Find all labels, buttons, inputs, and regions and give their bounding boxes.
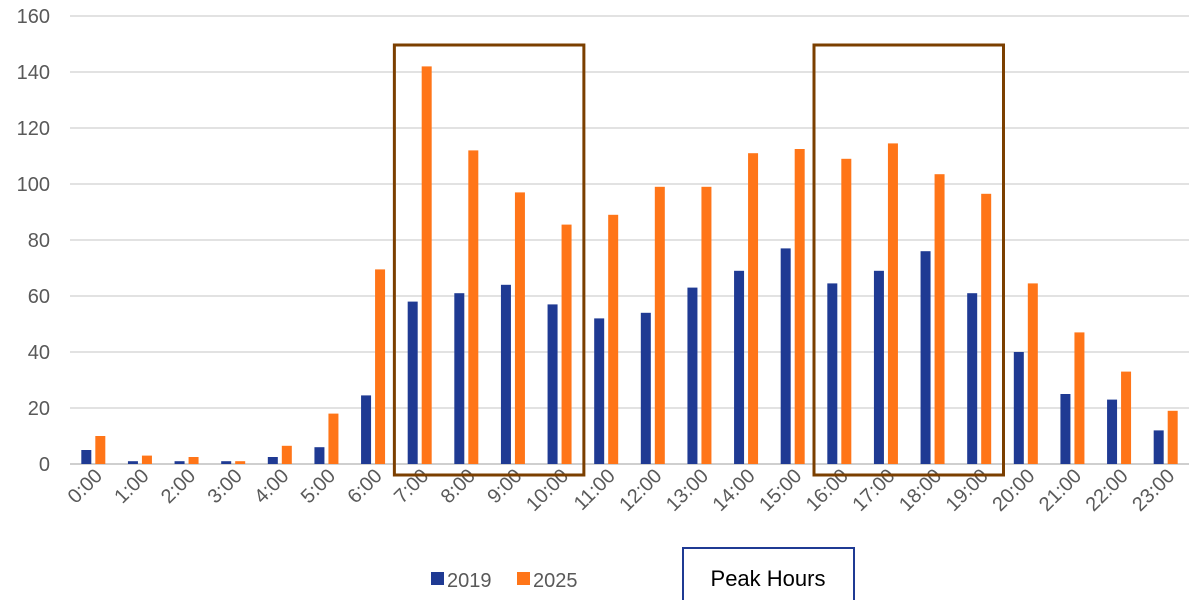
bar-2025-1300 — [701, 186, 712, 465]
bar-2019-1600 — [827, 283, 838, 464]
bar-2019-2200 — [1107, 399, 1118, 464]
bar-2019-1500 — [780, 248, 791, 464]
bar-2025-1200 — [654, 186, 665, 465]
legend-label-2025: 2025 — [533, 570, 578, 592]
bar-2025-300 — [235, 461, 246, 464]
y-tick-label: 140 — [17, 62, 50, 84]
y-tick-label: 160 — [17, 6, 50, 28]
bar-2025-1600 — [841, 158, 852, 465]
y-tick-label: 120 — [17, 118, 50, 140]
x-tick-label: 11:00 — [570, 465, 620, 515]
bar-2019-300 — [221, 461, 232, 464]
bar-2019-1800 — [920, 251, 931, 464]
legend-label-2019: 2019 — [447, 570, 492, 592]
x-tick-label: 20:00 — [988, 465, 1039, 516]
bar-2025-500 — [328, 413, 339, 464]
bar-2025-100 — [141, 455, 152, 464]
bar-2019-2100 — [1060, 394, 1071, 464]
x-tick-label: 13:00 — [662, 465, 713, 516]
x-tick-label: 0:00 — [64, 465, 107, 508]
x-tick-label: 5:00 — [297, 465, 340, 508]
bars — [81, 66, 1178, 465]
legend-swatch-2019 — [431, 572, 444, 585]
bar-2019-1400 — [734, 270, 745, 464]
x-tick-label: 9:00 — [483, 465, 526, 508]
bar-2019-800 — [454, 293, 465, 464]
bar-2025-1700 — [887, 143, 898, 464]
legend-swatch-2025 — [517, 572, 530, 585]
y-axis-tick-labels: 0 20 40 60 80 100 120 140 160 — [17, 6, 50, 476]
y-tick-label: 0 — [39, 454, 50, 476]
bar-2019-000 — [81, 450, 92, 464]
bar-2019-500 — [314, 447, 325, 464]
bar-2019-1300 — [687, 287, 698, 464]
bar-2019-200 — [174, 461, 185, 464]
bar-2019-2000 — [1013, 352, 1024, 464]
x-tick-label: 7:00 — [390, 465, 433, 508]
x-tick-label: 12:00 — [615, 465, 666, 516]
bar-2025-000 — [95, 436, 106, 464]
x-tick-label: 18:00 — [895, 465, 946, 516]
bar-2019-700 — [407, 301, 418, 464]
x-tick-label: 14:00 — [709, 465, 760, 516]
bar-2025-900 — [514, 192, 525, 464]
bar-2019-1200 — [640, 312, 651, 464]
bar-2025-2300 — [1167, 410, 1178, 464]
bar-2019-2300 — [1153, 430, 1164, 464]
bar-2019-900 — [500, 284, 511, 464]
bar-2025-1100 — [608, 214, 619, 464]
x-tick-label: 2:00 — [157, 465, 200, 508]
legend: 2019 2025 — [431, 570, 578, 592]
bar-2019-400 — [267, 457, 278, 464]
x-tick-label: 16:00 — [802, 465, 853, 516]
peak-hour-highlights — [392, 43, 1005, 477]
x-tick-label: 19:00 — [942, 465, 993, 516]
y-tick-label: 80 — [28, 230, 50, 252]
x-axis-tick-labels: 0:00 1:00 2:00 3:00 4:00 5:00 6:00 7:00 8:00 9:00… — [64, 465, 1179, 516]
bar-2019-1900 — [967, 293, 978, 464]
bar-2025-400 — [281, 445, 292, 464]
x-tick-label: 21:00 — [1035, 465, 1086, 516]
bar-2025-800 — [468, 150, 479, 464]
x-tick-label: 22:00 — [1082, 465, 1133, 516]
bar-2025-600 — [375, 269, 386, 464]
x-tick-label: 23:00 — [1128, 465, 1179, 516]
y-tick-label: 40 — [28, 342, 50, 364]
bar-2025-700 — [421, 66, 432, 465]
y-tick-label: 20 — [28, 398, 50, 420]
x-tick-label: 8:00 — [437, 465, 480, 508]
bar-2019-1700 — [873, 270, 884, 464]
x-tick-label: 10:00 — [522, 465, 573, 516]
bar-2025-1900 — [981, 193, 992, 465]
peak-highlight-box-1 — [392, 43, 586, 477]
x-tick-label: 6:00 — [344, 465, 387, 508]
bar-2019-1000 — [547, 304, 558, 464]
bar-2025-1500 — [794, 149, 805, 464]
bar-2025-1000 — [561, 224, 572, 464]
peak-highlight-box-2 — [812, 43, 1005, 477]
x-tick-label: 3:00 — [204, 465, 247, 508]
bar-2025-2100 — [1074, 332, 1085, 464]
bar-2025-200 — [188, 457, 199, 464]
bar-2019-600 — [361, 395, 372, 464]
gridlines — [70, 15, 1189, 465]
x-tick-label: 4:00 — [250, 465, 293, 508]
y-tick-label: 100 — [17, 174, 50, 196]
bar-2025-1800 — [934, 174, 945, 464]
x-tick-label: 15:00 — [755, 465, 806, 516]
bar-2019-1100 — [594, 318, 605, 464]
bar-2025-2000 — [1027, 283, 1038, 464]
bar-2025-1400 — [748, 153, 759, 464]
x-tick-label: 1:00 — [110, 465, 153, 508]
bar-2019-100 — [127, 461, 138, 464]
peak-hours-box-border — [682, 547, 855, 600]
y-tick-label: 60 — [28, 286, 50, 308]
peak-hours-label-box: Peak Hours — [682, 547, 855, 600]
bar-2025-2200 — [1121, 371, 1132, 464]
x-tick-label: 17:00 — [849, 465, 900, 516]
peak-hours-label: Peak Hours — [711, 566, 826, 591]
